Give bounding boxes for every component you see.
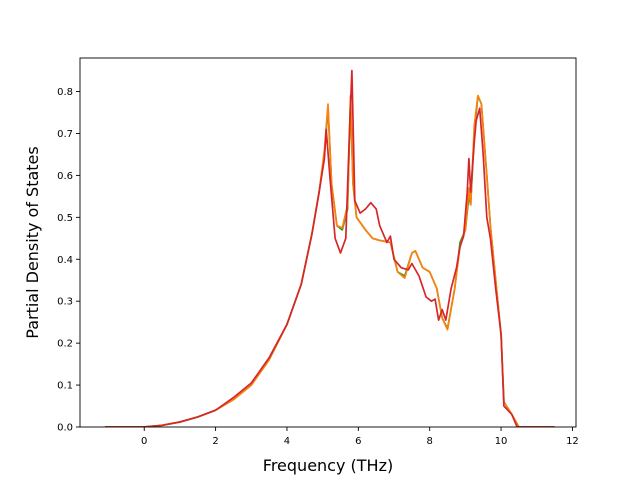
x-tick-label: 12 (566, 436, 579, 447)
y-tick-label: 0.6 (57, 171, 73, 182)
x-axis-ticks: 0 2 4 6 8 10 12 (141, 427, 579, 447)
y-tick-label: 0.8 (57, 87, 73, 98)
y-tick-label: 0.7 (57, 129, 73, 140)
x-axis-label: Frequency (THz) (263, 456, 393, 475)
series-layer (105, 69, 555, 427)
x-tick-label: 2 (212, 436, 218, 447)
y-axis-ticks: 0.0 0.1 0.2 0.3 0.4 0.5 0.6 0.7 0.8 (57, 87, 80, 434)
x-tick-label: 10 (495, 436, 508, 447)
y-axis-label: Partial Density of States (23, 146, 42, 338)
x-tick-label: 4 (284, 436, 290, 447)
y-tick-label: 0.4 (57, 255, 73, 266)
x-tick-label: 0 (141, 436, 147, 447)
series-line-3 (105, 69, 555, 427)
y-tick-label: 0.3 (57, 297, 73, 308)
plot-frame (79, 57, 577, 428)
y-tick-label: 0.2 (57, 339, 73, 350)
x-tick-label: 8 (427, 436, 433, 447)
y-tick-label: 0.1 (57, 381, 73, 392)
y-tick-label: 0.0 (57, 423, 73, 434)
x-tick-label: 6 (355, 436, 361, 447)
y-tick-label: 0.5 (57, 213, 73, 224)
